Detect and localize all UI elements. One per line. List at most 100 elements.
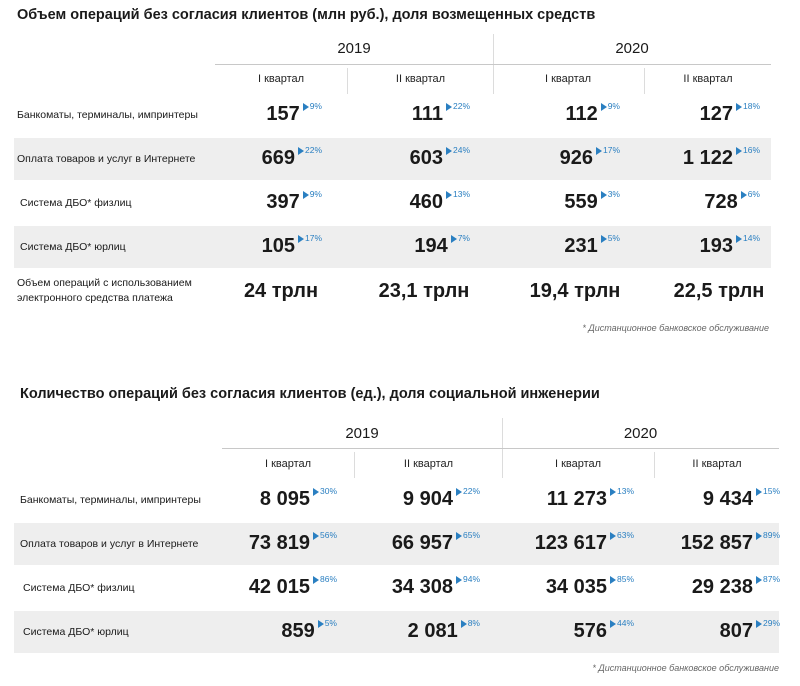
table-cell: 111 22% [412,101,470,126]
cell-share: 85% [609,574,634,584]
table-cell: 603 24% [410,145,470,170]
table-cell: 73 819 56% [249,530,337,555]
row-label: Система ДБО* юрлиц [20,241,126,253]
table-cell: 193 14% [700,233,760,258]
table-row [14,479,779,521]
table1-total-value: 23,1 трлн [378,280,470,302]
row-label: Оплата товаров и услуг в Интернете [20,538,199,550]
table-cell: 42 015 86% [248,574,337,599]
share-percent: 9% [309,101,322,111]
cell-value: 29 238 [691,576,753,598]
table1-total-value: 24 трлн [243,280,319,302]
cell-value: 460 [409,191,443,213]
share-percent: 89% [762,530,780,540]
row-label: Оплата товаров и услуг в Интернете [17,153,196,165]
cell-share: 7% [450,233,470,243]
triangle-right-icon [755,531,762,540]
cell-value: 42 015 [248,576,310,598]
share-percent: 65% [462,530,480,540]
triangle-right-icon [455,575,462,584]
table1-quarter-header: II квартал [683,73,733,85]
table-cell: 807 29% [719,618,780,643]
share-percent: 5% [324,618,337,628]
triangle-right-icon [450,234,457,243]
share-percent: 17% [304,233,322,243]
cell-share: 22% [297,145,322,155]
table-cell: 29 238 87% [691,574,780,599]
cell-share: 9% [302,101,322,111]
triangle-right-icon [735,146,742,155]
quarter-divider [347,68,348,94]
cell-value: 2 081 [407,620,458,642]
cell-share: 44% [609,618,634,628]
share-percent: 13% [452,189,470,199]
cell-value: 397 [266,191,300,213]
cell-share: 24% [445,145,470,155]
table-cell: 34 308 94% [391,574,480,599]
table-cell: 859 5% [281,618,337,643]
table-cell: 728 6% [704,189,760,214]
share-percent: 63% [616,530,634,540]
cell-share: 17% [297,233,322,243]
cell-share: 8% [460,618,480,628]
triangle-right-icon [302,190,309,199]
header-rule [215,64,771,65]
cell-share: 65% [455,530,480,540]
table-cell: 9 904 22% [402,486,480,511]
share-percent: 94% [462,574,480,584]
cell-value: 231 [564,235,598,257]
share-percent: 3% [607,189,620,199]
table-row [14,138,771,180]
table1-quarter-header: II квартал [395,73,446,85]
cell-value: 859 [281,620,315,642]
cell-share: 94% [455,574,480,584]
triangle-right-icon [609,487,616,496]
row-label: Система ДБО* юрлиц [23,626,129,638]
row-label: Банкоматы, терминалы, импринтеры [20,494,201,506]
share-percent: 56% [319,530,337,540]
cell-value: 34 308 [391,576,453,598]
triangle-right-icon [445,190,452,199]
triangle-right-icon [755,619,762,628]
triangle-right-icon [460,619,467,628]
cell-value: 9 904 [402,488,453,510]
cell-value: 127 [699,103,733,125]
quarter-divider [354,452,355,478]
quarter-divider [644,68,645,94]
cell-share: 17% [595,145,620,155]
table1-year-2020: 2020 [615,40,649,57]
cell-value: 8 095 [259,488,310,510]
table-cell: 460 13% [409,189,470,214]
triangle-right-icon [735,234,742,243]
cell-value: 9 434 [702,488,753,510]
table-cell: 559 3% [564,189,620,214]
triangle-right-icon [740,190,747,199]
triangle-right-icon [609,619,616,628]
cell-share: 14% [735,233,760,243]
table2-quarter-header: II квартал [403,458,454,470]
share-percent: 15% [762,486,780,496]
triangle-right-icon [445,102,452,111]
triangle-right-icon [600,234,607,243]
table1-total-value: 22,5 трлн [673,280,765,302]
table1-quarter-header: I квартал [257,73,305,85]
cell-share: 5% [600,233,620,243]
table1-quarter-header: I квартал [544,73,592,85]
cell-value: 807 [719,620,753,642]
table1-footnote: * Дистанционное банковское обслуживание [582,323,769,333]
table-cell: 112 9% [565,101,620,126]
cell-value: 1 122 [682,147,733,169]
table-cell: 231 5% [564,233,620,258]
share-percent: 18% [742,101,760,111]
cell-value: 559 [564,191,598,213]
cell-value: 669 [261,147,295,169]
table-cell: 926 17% [560,145,620,170]
triangle-right-icon [755,575,762,584]
cell-value: 728 [704,191,738,213]
table-cell: 669 22% [261,145,322,170]
table2-title: Количество операций без согласия клиенто… [20,386,600,402]
table-cell: 127 18% [699,101,760,126]
triangle-right-icon [312,531,319,540]
share-percent: 86% [319,574,337,584]
share-percent: 14% [742,233,760,243]
